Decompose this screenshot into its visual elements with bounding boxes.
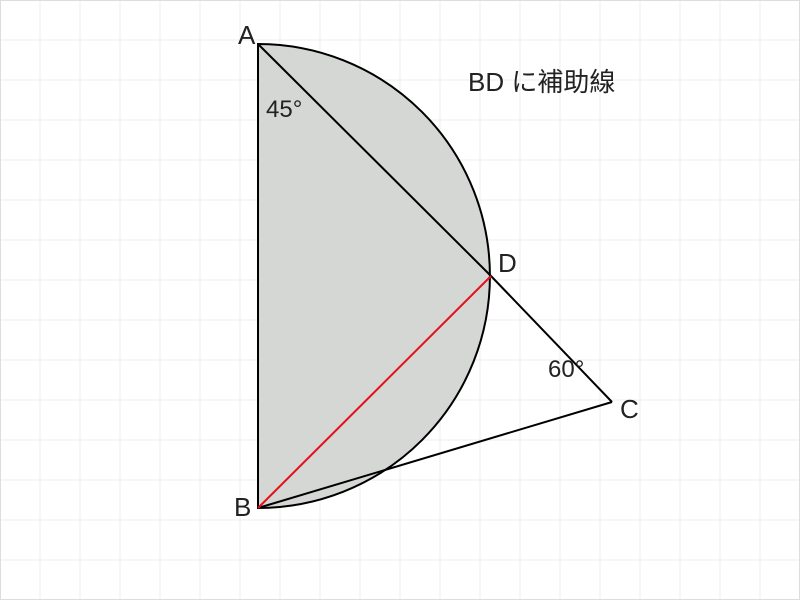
geometry-svg xyxy=(0,0,800,600)
point-label-B: B xyxy=(234,492,251,523)
angle-label-45: 45° xyxy=(266,96,302,124)
point-label-A: A xyxy=(238,20,255,51)
annotation-note: BD に補助線 xyxy=(468,62,615,99)
angle-label-60: 60° xyxy=(548,356,584,384)
point-label-D: D xyxy=(498,248,517,279)
diagram-canvas: A B C D 45° 60° BD に補助線 xyxy=(0,0,800,600)
point-label-C: C xyxy=(620,394,639,425)
